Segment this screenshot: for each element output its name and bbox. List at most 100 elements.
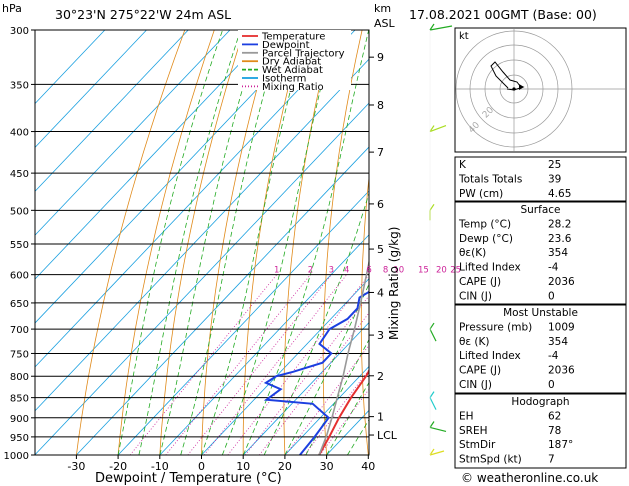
- credit-label: © weatheronline.co.uk: [461, 471, 598, 485]
- isotherm-line: [242, 321, 369, 455]
- unstable-row-value: 354: [548, 336, 568, 348]
- wind-barb: [429, 328, 437, 342]
- wind-barb-feather: [429, 391, 435, 398]
- wind-barb-feather: [429, 203, 435, 211]
- isotherm-line: [35, 58, 369, 412]
- asl-label: ASL: [374, 17, 396, 30]
- hodo-row-label: SREH: [459, 425, 488, 437]
- pressure-tick-label: 350: [10, 80, 29, 91]
- surface-row-value: 28.2: [548, 218, 571, 230]
- mixing-ratio-line: [165, 274, 311, 455]
- hodograph-frame: [454, 27, 627, 153]
- dry-adiabat-line: [434, 30, 452, 455]
- km-tick-label: 9: [377, 51, 384, 64]
- temperature-tick-label: 10: [236, 460, 250, 473]
- surface-row-label: Dewp (°C): [459, 233, 513, 245]
- pressure-tick-label: 400: [10, 128, 29, 139]
- isotherm-line: [284, 365, 369, 455]
- pressure-tick-label: 1000: [4, 451, 29, 462]
- background-lines: [35, 30, 629, 455]
- wind-barb: [429, 426, 447, 433]
- wind-barb: [429, 25, 453, 31]
- temperature-tick-label: 30: [320, 460, 334, 473]
- wind-barb-feather: [429, 125, 435, 132]
- mixing-ratio-label: 8: [383, 266, 388, 276]
- datetime-label: 17.08.2021 00GMT (Base: 00): [409, 7, 597, 22]
- mixing-ratio-label: 1: [274, 266, 279, 276]
- hodo-box: [454, 393, 627, 469]
- wind-barbs: [429, 23, 453, 456]
- mixing-ratio-axis-title: Mixing Ratio (g/kg): [387, 227, 401, 340]
- indices-box: [454, 156, 627, 202]
- isotherm-line: [201, 278, 369, 455]
- wind-barb: [429, 450, 445, 456]
- wind-barb: [429, 124, 447, 133]
- mixing-ratio-label: 2: [308, 266, 313, 276]
- dry-adiabat-line: [283, 30, 333, 455]
- legend-entry: Dry Adiabat: [262, 57, 321, 68]
- x-axis-title: Dewpoint / Temperature (°C): [95, 471, 282, 486]
- unstable-row-value: 1009: [548, 321, 575, 333]
- surface-row-label: Lifted Index: [459, 262, 521, 274]
- pressure-tick-label: 450: [10, 169, 29, 180]
- mixing-ratio-line: [187, 274, 332, 455]
- hodograph-ring-label-20: 20: [481, 105, 496, 120]
- unstable-row-label: θε (K): [459, 336, 490, 348]
- pressure-tick-label: 600: [10, 271, 29, 282]
- legend-entry: Parcel Trajectory: [262, 48, 345, 59]
- legend-entry: Wet Adiabat: [262, 65, 323, 76]
- wet-adiabat-line: [201, 30, 307, 455]
- mixing-ratio-label: 6: [366, 266, 371, 276]
- unstable-row-label: CIN (J): [459, 379, 492, 391]
- surface-row-value: -4: [548, 262, 559, 274]
- dry-adiabat-line: [117, 30, 215, 455]
- wind-barb-feather: [429, 421, 435, 428]
- surface-row-value: 2036: [548, 276, 575, 288]
- hodo-row-value: 187°: [548, 439, 573, 451]
- isotherm-line: [35, 30, 272, 280]
- temperature-tick-label: -30: [67, 460, 85, 473]
- temperature-tick-label: 20: [278, 460, 292, 473]
- wind-barb-feather: [429, 322, 435, 330]
- km-tick-label: 1: [377, 411, 384, 424]
- mixing-ratio-line: [227, 274, 369, 455]
- isotherm-line: [410, 30, 629, 455]
- location-label: 30°23'N 275°22'W 24m ASL: [55, 7, 231, 22]
- isotherm-line: [35, 30, 147, 149]
- wet-adiabat-line: [180, 30, 283, 455]
- legend-entry: Temperature: [261, 32, 325, 43]
- pressure-tick-label: 500: [10, 206, 29, 217]
- surface-row-value: 0: [548, 290, 555, 302]
- series-temperature: [318, 369, 369, 455]
- profile-series: [263, 258, 369, 455]
- legend-entry: Isotherm: [262, 74, 306, 85]
- dry-adiabat-line: [201, 30, 274, 455]
- unstable-row-label: CAPE (J): [459, 365, 501, 377]
- isotherm-line: [35, 30, 189, 192]
- dry-adiabat-line: [567, 30, 619, 455]
- surface-row-value: 23.6: [548, 233, 572, 245]
- isotherm-line: [159, 234, 369, 455]
- indices-row-label: Totals Totals: [458, 173, 522, 185]
- isotherm-line: [35, 30, 314, 324]
- isotherm-line: [76, 146, 369, 455]
- temperature-tick-label: -10: [151, 460, 169, 473]
- wind-barb-feather: [429, 23, 435, 31]
- surface-row-value: 354: [548, 247, 568, 259]
- dry-adiabat-line: [598, 30, 629, 455]
- unstable-row-label: Pressure (mb): [459, 321, 532, 333]
- isotherm-line: [35, 30, 106, 105]
- unstable-row-value: 0: [548, 379, 555, 391]
- series-dewpoint: [263, 290, 369, 455]
- pressure-axis: 300 350 400 450 500 550 600 650 700 750 800 850 900 9…: [4, 26, 35, 462]
- surface-box: [454, 201, 627, 305]
- hodo-row-label: StmDir: [459, 439, 496, 451]
- unstable-box: [454, 304, 627, 394]
- km-tick-label: LCL: [377, 429, 398, 442]
- mixing-ratio-label: 10: [393, 266, 404, 276]
- pressure-tick-label: 950: [10, 433, 29, 444]
- isotherm-line: [117, 190, 369, 455]
